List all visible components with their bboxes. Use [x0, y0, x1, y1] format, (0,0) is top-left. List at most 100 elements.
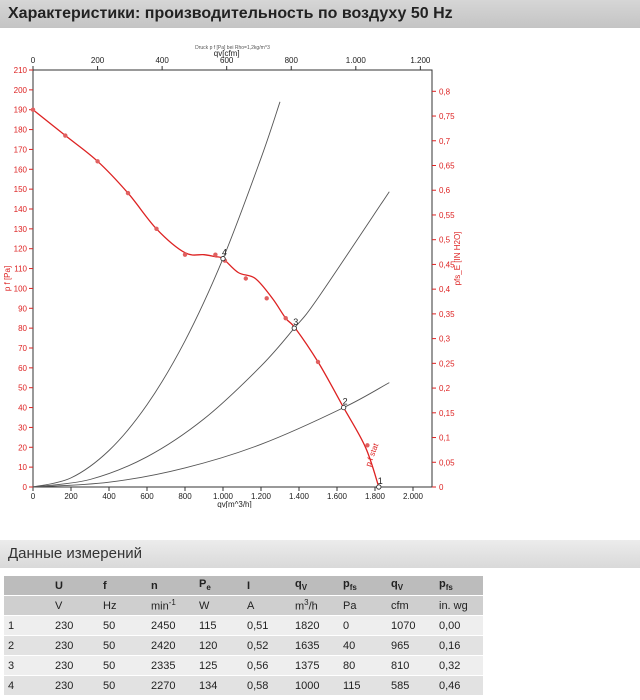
x2-tick-label: 200 — [91, 56, 105, 65]
y2-tick-label: 0,65 — [439, 161, 455, 170]
y-axis-label: p f [Pa] — [3, 266, 12, 291]
table-cell: 230 — [51, 675, 99, 696]
table-cell: 0,32 — [435, 655, 483, 676]
x2-tick-label: 1.200 — [410, 56, 431, 65]
column-unit — [4, 595, 51, 616]
y2-axis-label: pfs_E [IN H2O] — [453, 232, 462, 286]
y2-tick-label: 0,75 — [439, 112, 455, 121]
column-symbol: pfs — [339, 576, 387, 596]
column-symbol: qV — [291, 576, 339, 596]
y-tick-label: 50 — [18, 384, 27, 393]
column-unit: Pa — [339, 595, 387, 616]
chart-subtitle: Druck p f [Pa] bei Rho=1,2kg/m^3 — [195, 45, 270, 51]
system-curve-3 — [32, 382, 390, 488]
y2-tick-label: 0,15 — [439, 409, 455, 418]
table-cell: 0,00 — [435, 615, 483, 636]
data-marker — [154, 226, 159, 232]
table-cell: 2335 — [147, 655, 195, 676]
table-cell: 50 — [99, 635, 147, 656]
y-tick-label: 170 — [14, 145, 28, 154]
table-cell: 0,52 — [243, 635, 291, 656]
y-tick-label: 210 — [14, 66, 28, 75]
y2-tick-label: 0,3 — [439, 335, 451, 344]
y2-tick-label: 0,6 — [439, 186, 451, 195]
y-tick-label: 100 — [14, 284, 28, 293]
table-cell: 40 — [339, 635, 387, 656]
table-cell: 50 — [99, 675, 147, 696]
x-tick-label: 2.000 — [403, 492, 424, 501]
column-unit: cfm — [387, 595, 435, 616]
column-unit: Hz — [99, 595, 147, 616]
data-marker — [125, 190, 131, 196]
operating-point-label: 3 — [293, 317, 298, 327]
measurements-header: Данные измерений — [0, 540, 640, 568]
y-tick-label: 30 — [18, 423, 27, 432]
y2-tick-label: 0,8 — [439, 87, 451, 96]
y-tick-label: 0 — [23, 483, 28, 492]
table-cell: 230 — [51, 635, 99, 656]
y2-tick-label: 0,55 — [439, 211, 455, 220]
x-tick-label: 800 — [178, 492, 192, 501]
table-cell: 230 — [51, 655, 99, 676]
table-cell: 120 — [195, 635, 243, 656]
y-tick-label: 160 — [14, 165, 28, 174]
table-cell: 115 — [339, 675, 387, 696]
table-cell: 50 — [99, 615, 147, 636]
table-row: 1 230 50 2450 115 0,51 1820 0 1070 0,00 — [4, 615, 483, 636]
column-symbol — [4, 576, 51, 596]
column-symbol: f — [99, 576, 147, 596]
table-cell: 1820 — [291, 615, 339, 636]
column-symbol: U — [51, 576, 99, 596]
table-cell: 125 — [195, 655, 243, 676]
table-cell: 50 — [99, 655, 147, 676]
table-cell: 134 — [195, 675, 243, 696]
table-cell: 2450 — [147, 615, 195, 636]
y2-tick-label: 0,5 — [439, 236, 451, 245]
table-cell: 0,16 — [435, 635, 483, 656]
x-tick-label: 1.200 — [251, 492, 272, 501]
y2-tick-label: 0,05 — [439, 458, 455, 467]
data-marker — [182, 252, 188, 257]
y-tick-label: 10 — [18, 463, 27, 472]
table-row: 3 230 50 2335 125 0,56 1375 80 810 0,32 — [4, 655, 483, 676]
table-cell: 1070 — [387, 615, 435, 636]
x-tick-label: 1.600 — [327, 492, 348, 501]
table-cell: 0,51 — [243, 615, 291, 636]
table-cell: 1635 — [291, 635, 339, 656]
x-tick-label: 1.800 — [365, 492, 386, 501]
table-cell: 115 — [195, 615, 243, 636]
column-unit: V — [51, 595, 99, 616]
y2-tick-label: 0,4 — [439, 285, 451, 294]
table-cell: 2270 — [147, 675, 195, 696]
operating-point-label: 4 — [222, 248, 227, 258]
operating-point-4 — [220, 256, 226, 262]
table-cell: 1375 — [291, 655, 339, 676]
page-title: Характеристики: производительность по во… — [8, 5, 453, 22]
column-unit: A — [243, 595, 291, 616]
y-tick-label: 60 — [18, 364, 27, 373]
operating-point-label: 1 — [378, 476, 383, 486]
y-tick-label: 120 — [14, 245, 28, 254]
y-tick-label: 190 — [14, 106, 28, 115]
table-cell: 965 — [387, 635, 435, 656]
y-tick-label: 40 — [18, 404, 27, 413]
operating-point-2 — [341, 404, 347, 411]
x-tick-label: 1.000 — [213, 492, 234, 501]
table-cell: 4 — [4, 675, 51, 696]
column-symbol: Pe — [195, 576, 243, 596]
y-tick-label: 90 — [18, 304, 27, 313]
system-curve-2 — [32, 191, 390, 488]
system-curve-1 — [32, 101, 281, 488]
y2-tick-label: 0,7 — [439, 137, 451, 146]
title-bar: Характеристики: производительность по во… — [0, 0, 640, 28]
x-tick-label: 1.400 — [289, 492, 310, 501]
table-cell: 80 — [339, 655, 387, 676]
measurements-title: Данные измерений — [8, 545, 142, 562]
data-marker — [264, 296, 269, 301]
data-marker — [315, 359, 321, 365]
x-tick-label: 200 — [64, 492, 78, 501]
data-marker — [243, 276, 248, 281]
table-cell: 0,46 — [435, 675, 483, 696]
y-tick-label: 130 — [14, 225, 28, 234]
